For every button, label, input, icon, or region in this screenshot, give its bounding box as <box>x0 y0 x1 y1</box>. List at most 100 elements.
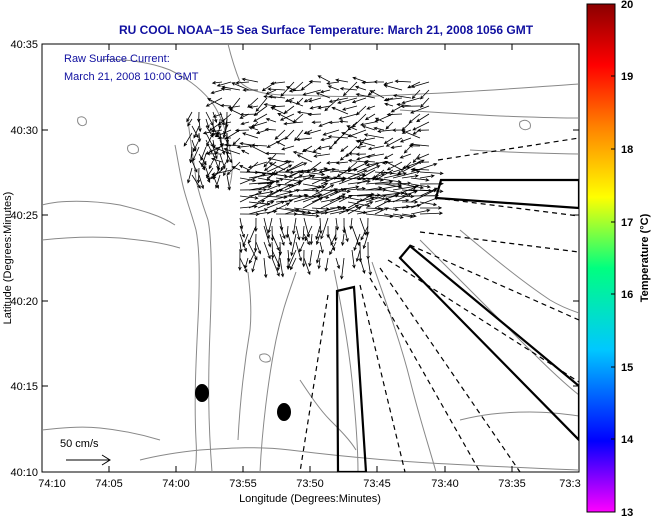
current-vector <box>293 167 318 173</box>
current-vector <box>356 153 376 161</box>
current-vector <box>320 217 329 240</box>
current-vector <box>241 77 259 83</box>
current-vector <box>383 198 410 203</box>
current-vector <box>416 153 430 160</box>
map-content <box>42 44 579 472</box>
colorbar <box>586 3 616 513</box>
colorbar-tick-label: 20 <box>621 0 633 11</box>
current-vector <box>401 159 425 173</box>
current-vector <box>281 145 295 151</box>
current-vector <box>290 257 297 271</box>
current-vector <box>302 194 322 203</box>
current-vector <box>392 193 412 203</box>
current-vector <box>301 225 305 241</box>
current-vector <box>340 257 345 280</box>
current-vector <box>293 207 320 213</box>
current-vector <box>351 97 367 104</box>
annotation-line-1: Raw Surface Current: <box>64 53 170 65</box>
current-vector <box>210 89 223 95</box>
transect-polygons <box>335 178 579 472</box>
current-vector <box>307 112 322 117</box>
current-vector <box>216 125 221 136</box>
current-vector <box>238 249 242 271</box>
colorbar-ticks <box>611 3 615 513</box>
current-vector <box>356 173 385 185</box>
current-vector <box>263 225 272 248</box>
current-vector <box>409 142 430 147</box>
current-vector <box>324 257 329 272</box>
current-vector <box>337 97 358 104</box>
current-vector <box>339 153 349 161</box>
current-vector <box>363 133 385 139</box>
current-vector <box>248 208 269 215</box>
current-vector <box>274 129 286 140</box>
current-vector <box>335 217 339 231</box>
current-vector <box>211 81 223 85</box>
current-vector <box>383 137 394 145</box>
current-vector <box>296 97 304 105</box>
current-vector <box>341 132 358 139</box>
current-vector <box>402 200 419 204</box>
current-vector <box>329 188 348 197</box>
current-vector <box>336 169 349 178</box>
current-vector <box>283 121 304 126</box>
x-tick-label: 74:05 <box>95 478 123 490</box>
current-vector <box>267 217 273 234</box>
current-vector <box>303 97 313 103</box>
current-vector <box>315 233 321 246</box>
current-vector <box>219 111 225 123</box>
current-vector <box>384 102 394 107</box>
current-vector <box>366 105 376 110</box>
current-vector <box>292 113 304 123</box>
current-vector <box>306 129 322 135</box>
current-vector <box>311 205 342 215</box>
current-vector <box>267 157 286 163</box>
current-vector <box>374 207 389 215</box>
current-vector <box>215 146 221 155</box>
current-vector <box>319 89 331 94</box>
x-tick-label: 73:35 <box>498 478 526 490</box>
current-vector <box>385 97 403 102</box>
current-vector <box>407 81 421 89</box>
current-vector <box>222 125 228 139</box>
current-vector <box>248 105 259 109</box>
current-vector <box>327 135 349 139</box>
current-vector <box>403 145 412 154</box>
current-vector <box>399 153 412 159</box>
current-vector <box>410 81 430 88</box>
current-vector <box>266 164 293 179</box>
current-vector <box>383 194 415 199</box>
map-title: RU COOL NOAA−15 Sea Surface Temperature:… <box>119 23 534 37</box>
current-vector <box>320 137 331 142</box>
current-vector <box>244 257 249 270</box>
current-vector <box>315 249 321 264</box>
current-vector <box>410 183 431 189</box>
current-vector <box>299 241 305 253</box>
current-vector <box>284 208 300 215</box>
current-vector <box>292 150 304 155</box>
current-vector <box>338 185 360 191</box>
current-vector <box>365 180 394 185</box>
current-vector <box>287 233 293 246</box>
current-vector <box>331 106 349 115</box>
current-vector <box>191 174 201 189</box>
current-vector <box>311 190 339 203</box>
current-vector <box>411 167 430 172</box>
current-vector <box>326 81 340 85</box>
current-vector <box>257 182 274 191</box>
current-vector <box>279 233 285 246</box>
current-vector <box>374 117 385 123</box>
current-vector <box>277 112 295 123</box>
current-vector <box>247 241 258 261</box>
current-vector <box>284 193 308 203</box>
current-vector <box>419 206 443 210</box>
dashed-sector-lines <box>299 137 579 472</box>
current-vector <box>220 160 228 171</box>
current-vector <box>359 257 366 275</box>
current-vector <box>247 97 259 108</box>
current-vector <box>317 75 331 83</box>
current-vector <box>392 181 412 186</box>
x-axis-label: Longitude (Degrees:Minutes) <box>239 493 381 505</box>
current-vector <box>320 167 336 173</box>
current-vector <box>248 144 268 155</box>
